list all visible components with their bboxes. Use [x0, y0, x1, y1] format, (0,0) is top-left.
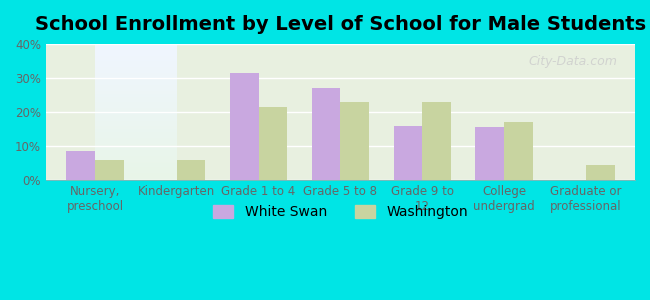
Bar [312, 88, 341, 180]
Title: School Enrollment by Level of School for Male Students: School Enrollment by Level of School for… [35, 15, 646, 34]
Bar [177, 160, 205, 180]
Bar [95, 160, 124, 180]
Legend: White Swan, Washington: White Swan, Washington [207, 200, 474, 225]
Bar [394, 126, 422, 180]
Bar [422, 102, 451, 180]
Text: City-Data.com: City-Data.com [528, 55, 618, 68]
Bar [66, 151, 95, 180]
Bar [475, 128, 504, 180]
Bar [230, 73, 259, 180]
Bar [341, 102, 369, 180]
Bar [586, 165, 614, 180]
Bar [504, 122, 533, 180]
Bar [259, 107, 287, 180]
